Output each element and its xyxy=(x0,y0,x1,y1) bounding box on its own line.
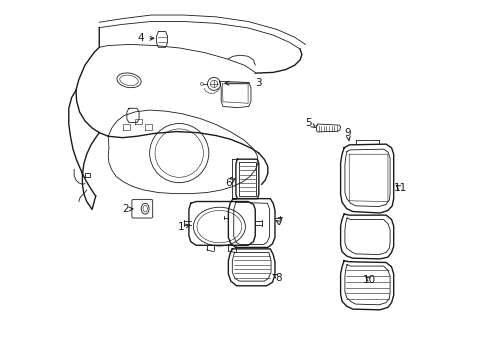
Text: 6: 6 xyxy=(224,178,235,188)
Text: 5: 5 xyxy=(305,118,315,128)
Text: 11: 11 xyxy=(393,183,406,193)
Text: 3: 3 xyxy=(224,78,261,88)
Text: 10: 10 xyxy=(362,275,375,285)
Text: 2: 2 xyxy=(122,204,133,215)
Text: 1: 1 xyxy=(177,222,189,232)
Text: 4: 4 xyxy=(138,33,154,43)
Text: 7: 7 xyxy=(275,217,282,227)
Text: 8: 8 xyxy=(272,273,282,283)
Text: 9: 9 xyxy=(344,128,350,141)
